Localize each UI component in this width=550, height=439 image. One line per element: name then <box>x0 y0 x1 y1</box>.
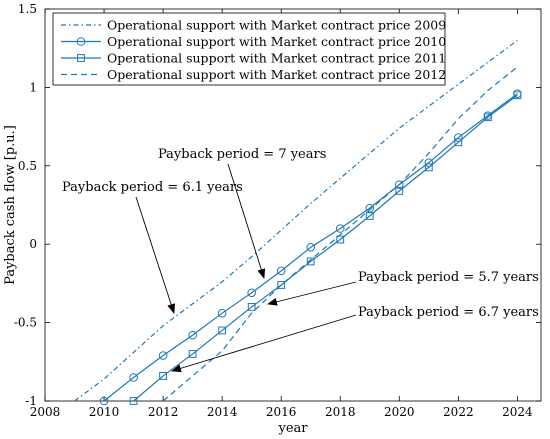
y-tick-label: 0 <box>29 237 37 251</box>
series-3-point <box>306 257 315 266</box>
legend-label-2: Operational support with Market contract… <box>107 34 446 49</box>
x-tick-label: 2008 <box>30 405 61 419</box>
y-axis-label: Payback cash flow [p.u.] <box>3 125 18 285</box>
y-tick-label: 1 <box>29 80 37 94</box>
x-tick-label: 2016 <box>266 405 297 419</box>
series-3-point <box>277 281 286 289</box>
x-tick-label: 2022 <box>443 405 474 419</box>
y-tick-label: -1 <box>25 394 37 408</box>
series-3-point <box>483 113 492 122</box>
series-4 <box>162 66 518 402</box>
legend-box <box>52 12 446 86</box>
series-2-point <box>365 203 375 213</box>
x-tick-label: 2014 <box>207 405 238 419</box>
series-3-line <box>133 94 518 402</box>
series-2-point <box>335 224 345 233</box>
legend-label-3: Operational support with Market contract… <box>107 51 446 66</box>
legend-label-4: Operational support with Market contract… <box>107 67 446 82</box>
annotation-6-7-years-label: Payback period = 6.7 years <box>358 305 539 320</box>
annotation-5-7-years-label: Payback period = 5.7 years <box>358 270 539 285</box>
series-4-line <box>162 66 518 402</box>
x-tick-label: 2024 <box>502 405 533 419</box>
series-2-point <box>424 158 434 167</box>
series-2-line <box>103 93 518 402</box>
series-2-point <box>394 180 404 189</box>
annotation-6-1-years: Payback period = 6.1 years <box>62 180 243 314</box>
series-2-point <box>158 351 168 360</box>
annotation-5-7-years: Payback period = 5.7 years <box>267 270 539 306</box>
series-3-point <box>188 350 197 358</box>
series-1 <box>74 39 518 402</box>
series-3-point <box>424 163 433 172</box>
annotation-6-1-years-label: Payback period = 6.1 years <box>62 180 243 195</box>
legend: Operational support with Market contract… <box>52 12 446 86</box>
series-3-point <box>247 303 256 311</box>
y-tick-label: 1.5 <box>18 2 37 16</box>
series-2 <box>99 89 522 406</box>
series-3-point <box>218 326 227 335</box>
annotation-6-7-years-arrow <box>171 314 357 373</box>
annotation-5-7-years-arrow <box>267 281 357 306</box>
series-2-point <box>276 266 286 276</box>
series-2-point <box>306 243 316 252</box>
annotation-6-7-years: Payback period = 6.7 years <box>171 305 539 373</box>
y-tick-label: 0.5 <box>18 159 37 173</box>
series-3-point <box>454 138 463 147</box>
x-tick-label: 2020 <box>384 405 415 419</box>
series-2-point <box>454 133 463 142</box>
series-3-point <box>159 372 167 380</box>
x-tick-label: 2018 <box>325 405 356 419</box>
series-3-point <box>336 235 345 244</box>
x-tick-label: 2010 <box>89 405 120 419</box>
legend-marker-3 <box>77 54 85 62</box>
x-axis: 2008 2010 2012 2014 2016 2018 2020 2022 2024 <box>30 9 533 419</box>
y-axis: -1 -0.5 0 0.5 1 1.5 <box>14 2 541 408</box>
series-layer <box>74 39 522 406</box>
x-tick-label: 2012 <box>148 405 179 419</box>
annotation-7-years-arrow <box>227 163 266 279</box>
series-2-point <box>129 373 138 382</box>
series-2-point <box>217 308 227 318</box>
series-2-point <box>247 288 256 298</box>
series-3-point <box>129 397 138 405</box>
series-3-point <box>513 91 522 100</box>
legend-marker-2 <box>76 37 86 46</box>
series-3-point <box>395 186 404 195</box>
y-tick-label: -0.5 <box>14 316 37 330</box>
series-3 <box>129 91 522 405</box>
series-1-line <box>74 39 518 402</box>
annotation-7-years-label: Payback period = 7 years <box>158 147 326 162</box>
series-3-point <box>365 212 374 220</box>
legend-label-1: Operational support with Market contract… <box>107 18 446 33</box>
series-2-point <box>188 330 197 340</box>
series-2-point <box>99 396 109 406</box>
annotation-7-years: Payback period = 7 years <box>158 147 326 279</box>
plot-frame <box>44 8 542 402</box>
annotation-6-1-years-arrow <box>135 196 175 314</box>
x-axis-label: year <box>277 421 308 436</box>
